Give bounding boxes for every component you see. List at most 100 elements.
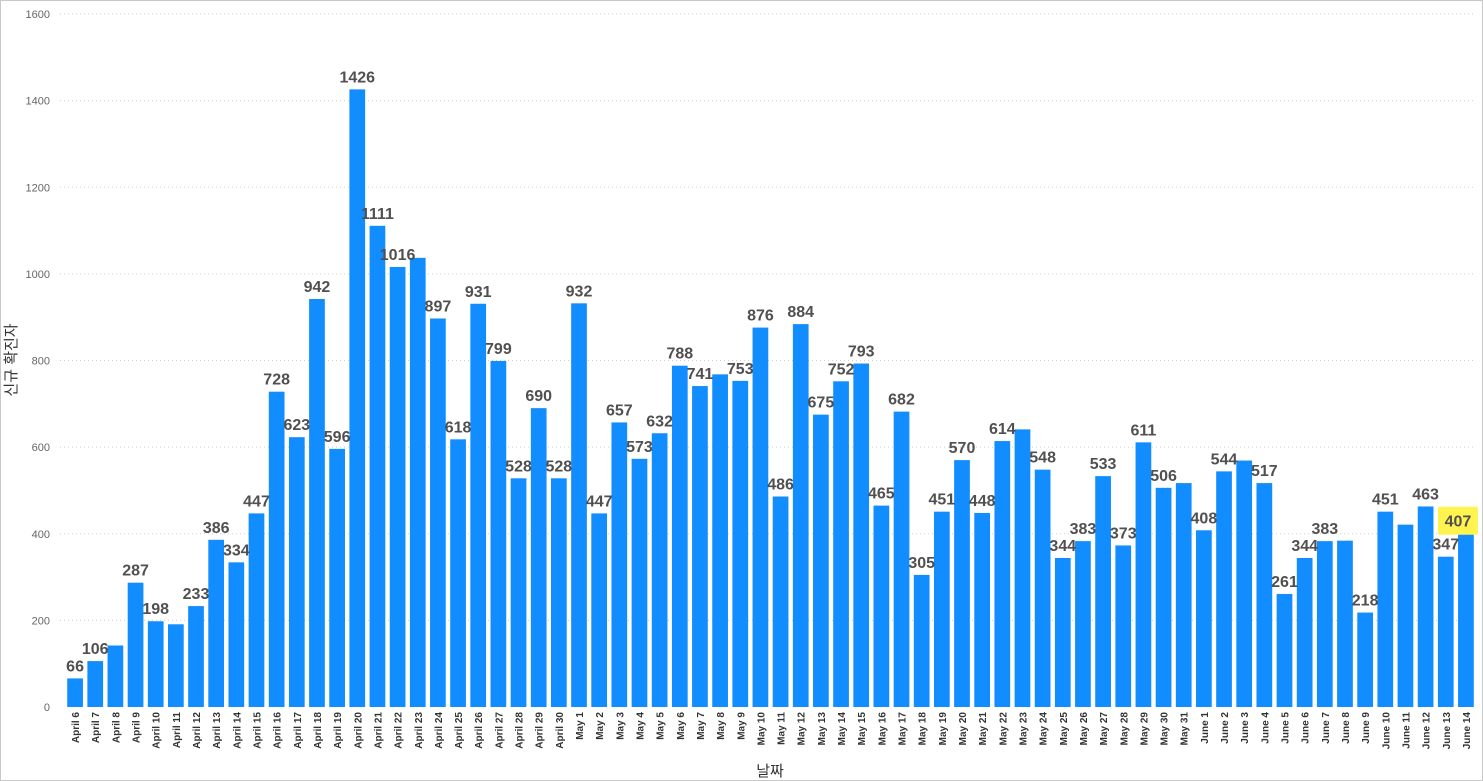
bar[interactable]: [188, 606, 204, 707]
bar[interactable]: [369, 225, 386, 707]
bar[interactable]: [490, 360, 507, 707]
bar[interactable]: [87, 661, 104, 707]
data-label: 657: [606, 402, 633, 419]
bar[interactable]: [772, 496, 789, 707]
x-tick-label: June 8: [1341, 712, 1352, 744]
bar[interactable]: [248, 513, 265, 707]
bar[interactable]: [913, 574, 930, 707]
data-label: 1426: [339, 69, 375, 86]
bar[interactable]: [127, 582, 144, 707]
data-label: 876: [747, 308, 774, 325]
bar[interactable]: [1014, 429, 1031, 707]
bar[interactable]: [1337, 540, 1353, 707]
x-tick-label: May 15: [857, 712, 868, 746]
bar[interactable]: [974, 512, 991, 707]
bar[interactable]: [651, 433, 668, 707]
bar[interactable]: [994, 441, 1011, 707]
bar[interactable]: [349, 89, 366, 707]
bar[interactable]: [1417, 506, 1434, 707]
bar[interactable]: [1236, 460, 1253, 707]
bar[interactable]: [1377, 511, 1394, 707]
x-tick-label: May 2: [595, 712, 606, 740]
bar[interactable]: [450, 439, 466, 707]
bar[interactable]: [893, 411, 910, 707]
bar[interactable]: [550, 478, 567, 707]
bar[interactable]: [1458, 530, 1474, 707]
bar[interactable]: [168, 624, 184, 707]
bar[interactable]: [611, 422, 628, 707]
bar[interactable]: [732, 380, 749, 707]
bar[interactable]: [1256, 483, 1273, 707]
bar[interactable]: [208, 539, 225, 707]
data-label: 528: [545, 458, 572, 475]
x-tick-label: April 12: [192, 712, 203, 749]
bar[interactable]: [510, 478, 527, 707]
data-label: 690: [525, 388, 552, 405]
bar[interactable]: [1115, 545, 1132, 707]
bar[interactable]: [309, 298, 325, 707]
x-tick-label: April 14: [232, 712, 243, 749]
bar[interactable]: [1075, 541, 1091, 707]
bar[interactable]: [1316, 541, 1333, 707]
x-tick-label: June 9: [1361, 712, 1372, 744]
bar[interactable]: [268, 391, 285, 707]
data-label: 611: [1131, 422, 1157, 439]
bar[interactable]: [752, 327, 769, 707]
bar[interactable]: [1175, 483, 1192, 707]
bar[interactable]: [1054, 558, 1071, 707]
data-label: 570: [949, 440, 976, 457]
x-tick-label: June 4: [1260, 712, 1271, 744]
data-label: 573: [626, 439, 653, 456]
bar[interactable]: [67, 678, 83, 707]
bar[interactable]: [1135, 442, 1152, 707]
y-tick-label: 0: [44, 702, 50, 714]
x-tick-label: April 7: [91, 712, 102, 744]
bar[interactable]: [1216, 471, 1232, 707]
bar[interactable]: [1155, 487, 1172, 707]
data-label: 305: [908, 555, 935, 572]
bar[interactable]: [692, 386, 708, 707]
data-label: 383: [1070, 521, 1097, 538]
x-tick-label: May 12: [797, 712, 808, 746]
bar[interactable]: [1357, 612, 1373, 707]
bar[interactable]: [288, 437, 305, 707]
bar[interactable]: [1296, 558, 1313, 707]
bar[interactable]: [430, 318, 446, 707]
x-tick-label: May 18: [918, 712, 929, 746]
x-tick-label: April 25: [454, 712, 465, 749]
data-label: 528: [505, 458, 532, 475]
bar[interactable]: [813, 414, 829, 707]
bar[interactable]: [1034, 469, 1051, 707]
bar[interactable]: [147, 621, 164, 707]
bar[interactable]: [1095, 476, 1111, 707]
bar[interactable]: [933, 511, 950, 707]
x-tick-label: April 20: [353, 712, 364, 749]
bar[interactable]: [571, 303, 587, 707]
bar[interactable]: [792, 324, 809, 707]
bar[interactable]: [329, 448, 345, 707]
data-label: 407: [1445, 514, 1472, 531]
bar[interactable]: [228, 562, 245, 707]
y-tick-label: 1400: [26, 96, 50, 108]
bar[interactable]: [671, 365, 688, 707]
bar[interactable]: [833, 381, 849, 707]
bar[interactable]: [591, 513, 608, 707]
bar[interactable]: [1276, 593, 1293, 707]
x-tick-label: May 30: [1160, 712, 1171, 746]
bar[interactable]: [712, 374, 728, 707]
x-tick-label: May 29: [1139, 712, 1150, 746]
data-label: 506: [1150, 468, 1177, 485]
bar[interactable]: [409, 257, 426, 707]
bar[interactable]: [1437, 556, 1454, 707]
bar[interactable]: [1196, 530, 1212, 707]
bar[interactable]: [107, 645, 124, 707]
bar[interactable]: [1397, 524, 1414, 707]
bar[interactable]: [470, 303, 487, 707]
data-label: 465: [868, 486, 895, 503]
bar[interactable]: [873, 505, 890, 707]
bar[interactable]: [853, 363, 870, 707]
bar[interactable]: [954, 460, 970, 707]
bar[interactable]: [530, 408, 547, 707]
bar[interactable]: [389, 266, 406, 707]
bar[interactable]: [631, 458, 648, 707]
